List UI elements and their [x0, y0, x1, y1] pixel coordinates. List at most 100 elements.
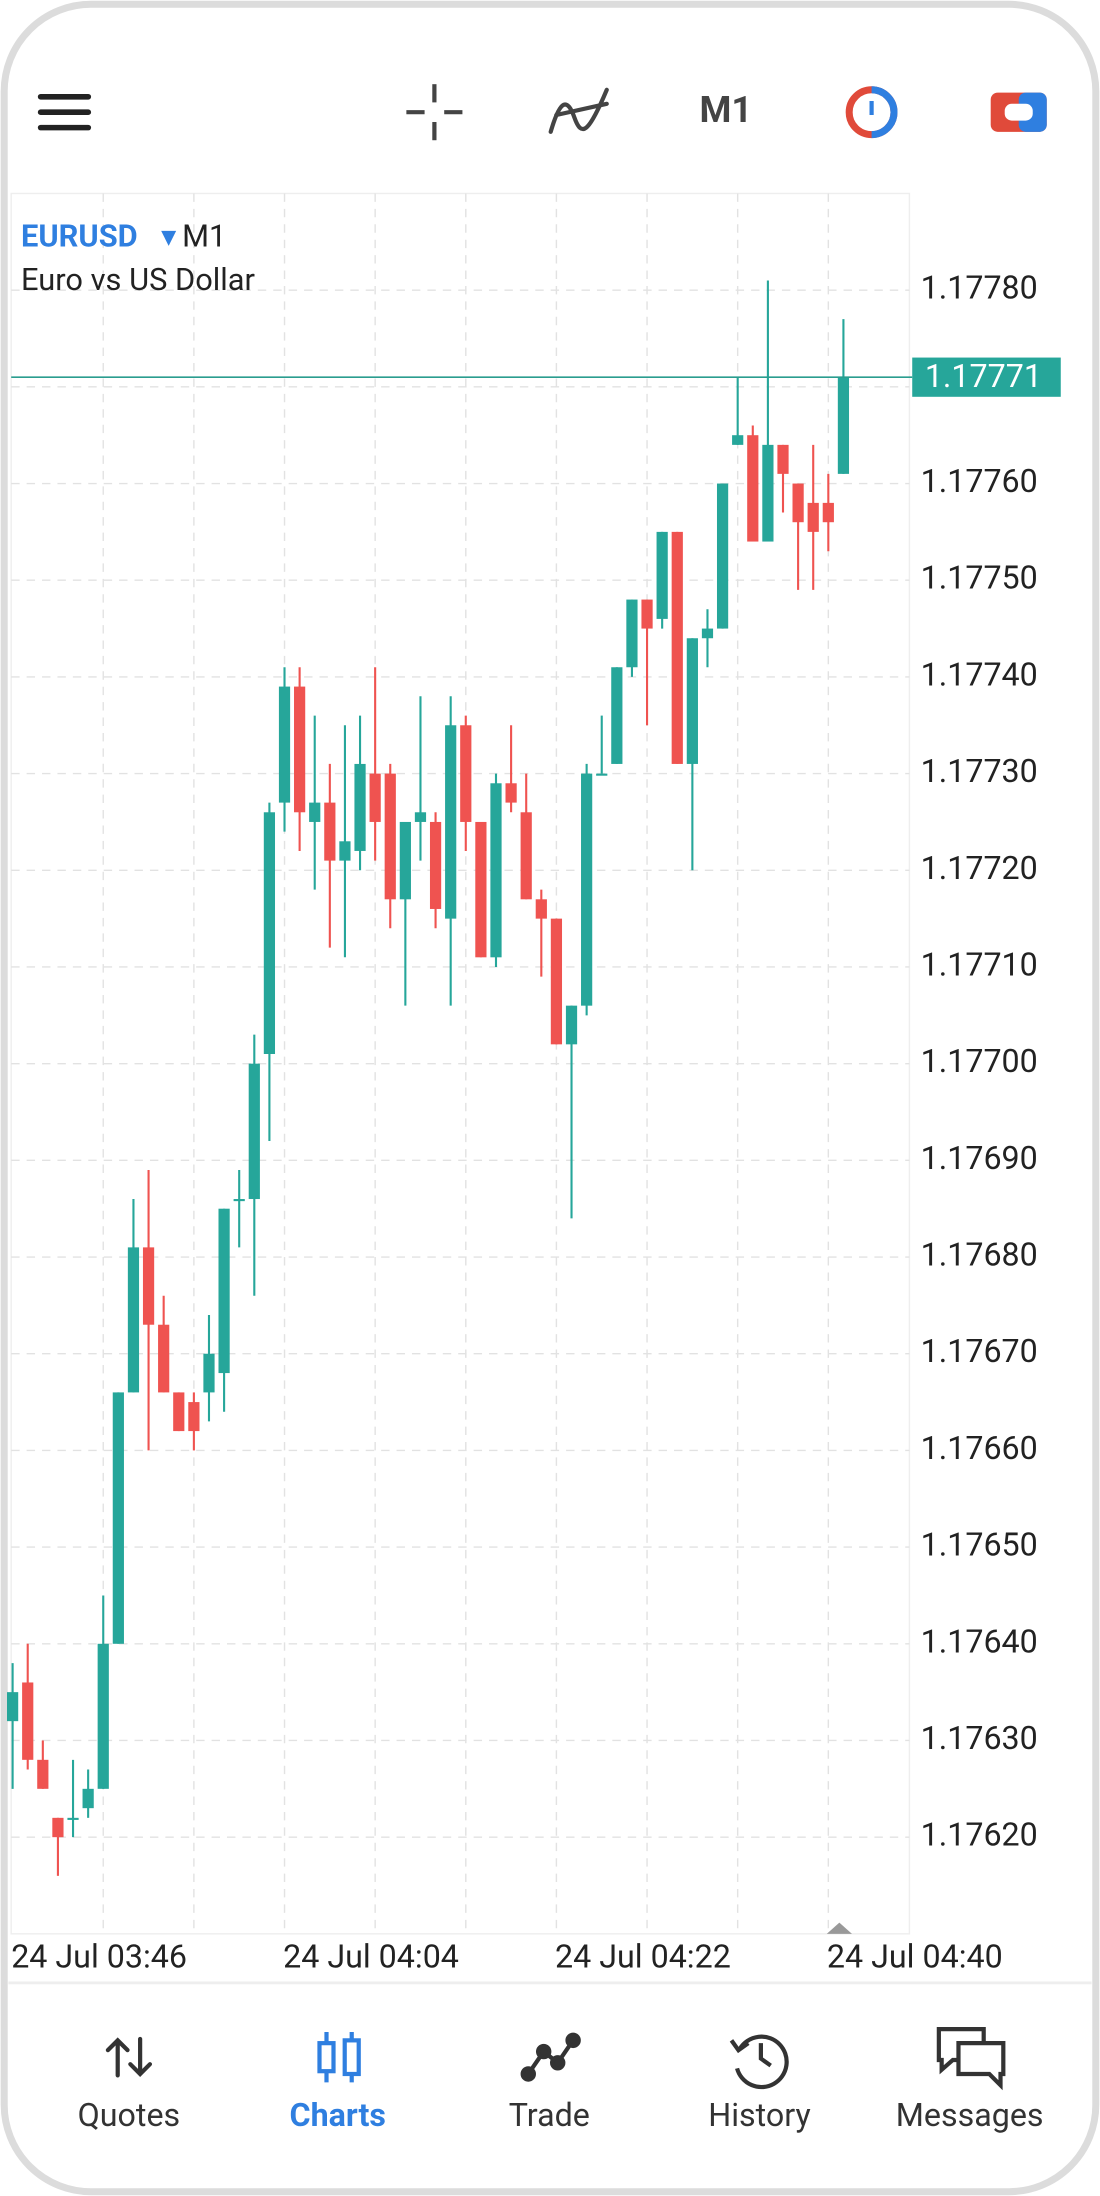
candle-body — [22, 1682, 34, 1760]
candle-body — [732, 435, 744, 445]
timeframe-button[interactable]: M1 — [699, 88, 752, 131]
current-price-label: 1.17771 — [925, 357, 1042, 395]
scroll-marker — [826, 1922, 852, 1934]
messages-icon — [936, 2027, 1006, 2091]
trade-signals-button[interactable] — [845, 86, 898, 139]
current-price-tag — [912, 357, 1061, 397]
candle-body — [414, 812, 427, 822]
candle-body — [82, 1788, 94, 1809]
candle-body — [52, 1817, 64, 1838]
candle-body — [429, 821, 442, 909]
quotes-icon — [105, 2036, 153, 2078]
candle-body — [278, 686, 291, 803]
x-tick-label: 24 Jul 04:22 — [555, 1938, 731, 1976]
candle-body — [792, 483, 804, 523]
nav-tab[interactable]: Trade — [509, 2096, 590, 2134]
y-tick-label: 1.17760 — [921, 462, 1038, 500]
y-tick-label: 1.17630 — [921, 1719, 1038, 1757]
y-tick-label: 1.17700 — [921, 1042, 1038, 1080]
chart-timeframe: M1 — [182, 217, 226, 254]
candle-body — [641, 599, 653, 629]
candle-body — [671, 531, 683, 764]
candle-body — [596, 773, 608, 776]
candle-body — [67, 1817, 79, 1820]
candle-body — [701, 628, 714, 639]
symbol-description: Euro vs US Dollar — [21, 261, 255, 298]
candle-body — [354, 763, 366, 851]
candle-body — [158, 1324, 170, 1393]
candle-body — [777, 444, 789, 474]
candle-body — [626, 599, 638, 668]
y-tick-label: 1.17780 — [921, 269, 1038, 307]
x-tick-label: 24 Jul 04:40 — [827, 1938, 1003, 1976]
candle-body — [37, 1759, 49, 1789]
y-tick-label: 1.17650 — [921, 1526, 1038, 1564]
y-tick-label: 1.17640 — [921, 1622, 1038, 1660]
candle-body — [550, 918, 563, 1045]
candle-body — [112, 1392, 124, 1644]
candle-body — [686, 638, 698, 764]
x-tick-label: 24 Jul 04:04 — [283, 1938, 459, 1976]
charts-icon — [317, 2031, 361, 2083]
history-icon — [729, 2034, 789, 2090]
candle-body — [233, 1199, 245, 1202]
candle-body — [127, 1247, 140, 1393]
candle-body — [475, 821, 487, 958]
candle-body — [339, 841, 351, 861]
trade-icon — [520, 2032, 581, 2082]
candle-body — [218, 1208, 230, 1374]
candle-body — [837, 377, 850, 474]
candle-body — [822, 502, 834, 523]
symbol[interactable]: EURUSD — [21, 217, 138, 254]
candle-body — [747, 435, 759, 542]
y-tick-label: 1.17680 — [921, 1236, 1038, 1274]
candle-body — [460, 725, 472, 822]
y-tick-label: 1.17720 — [921, 849, 1038, 887]
y-tick-label: 1.17690 — [921, 1139, 1038, 1177]
candle-body — [716, 483, 729, 629]
candle-body — [384, 773, 396, 900]
y-tick-label: 1.17620 — [921, 1816, 1038, 1854]
candle-body — [369, 773, 381, 822]
nav-tab[interactable]: Charts — [290, 2096, 386, 2134]
indicators-button[interactable] — [548, 87, 609, 134]
candle-body — [565, 1005, 578, 1045]
candle-body — [520, 812, 532, 900]
candle-body — [248, 1063, 260, 1200]
candle-body — [309, 802, 321, 822]
candle-body — [505, 783, 517, 803]
candle-body — [656, 531, 668, 619]
menu-button[interactable] — [37, 93, 92, 131]
y-tick-label: 1.17660 — [921, 1429, 1038, 1467]
candle-body — [762, 444, 774, 542]
nav-tab[interactable]: Messages — [896, 2096, 1044, 2134]
candle-body — [490, 783, 502, 958]
y-tick-label: 1.17710 — [921, 945, 1038, 983]
symbol-dropdown[interactable]: ▼ — [161, 226, 177, 249]
candle-body — [445, 725, 457, 919]
candle-body — [263, 812, 276, 1054]
candle-body — [142, 1247, 155, 1325]
candle-body — [399, 821, 411, 900]
candle-body — [581, 773, 593, 1006]
candle-body — [807, 502, 819, 532]
candle-body — [7, 1692, 19, 1722]
x-tick-label: 24 Jul 03:46 — [11, 1938, 187, 1976]
y-tick-label: 1.17740 — [921, 655, 1038, 693]
crosshair-button[interactable] — [406, 84, 463, 141]
y-tick-label: 1.17730 — [921, 752, 1038, 790]
candle-body — [173, 1392, 185, 1432]
candle-body — [611, 667, 623, 764]
candle-body — [324, 802, 336, 861]
y-tick-label: 1.17670 — [921, 1332, 1038, 1370]
y-tick-label: 1.17750 — [921, 559, 1038, 597]
one-click-button[interactable] — [990, 92, 1047, 132]
candle-body — [203, 1353, 215, 1393]
candle-body — [97, 1643, 109, 1789]
candle-body — [535, 899, 547, 919]
candle-body — [188, 1402, 200, 1432]
nav-tab[interactable]: Quotes — [78, 2096, 181, 2134]
nav-tab[interactable]: History — [708, 2096, 810, 2134]
candle-body — [294, 686, 306, 813]
